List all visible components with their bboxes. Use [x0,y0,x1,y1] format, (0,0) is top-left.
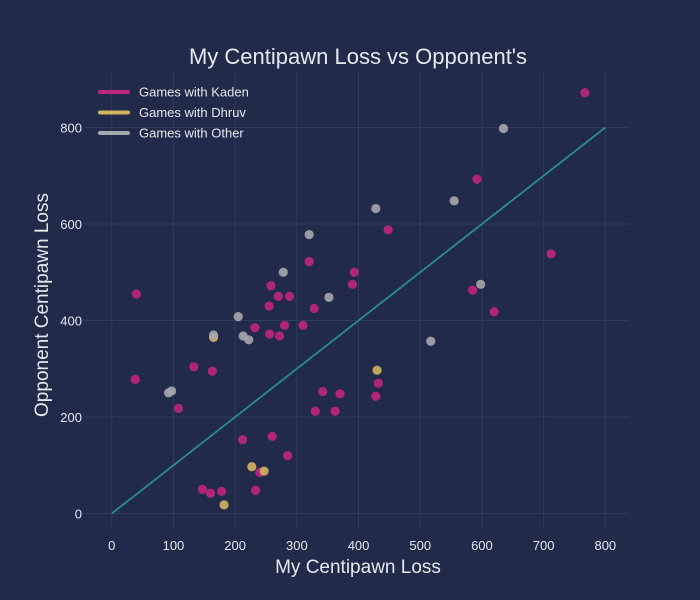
y-tick-label: 0 [75,507,82,522]
reference-line [111,126,606,515]
data-point [476,279,486,289]
data-point [131,289,142,299]
data-point [580,88,590,98]
legend-label: Games with Kaden [139,85,249,100]
data-point [278,267,288,277]
y-tick-labels: 0 200 400 600 800 [60,120,82,521]
data-point [189,362,199,372]
data-point [304,257,314,267]
data-point [205,488,216,498]
data-point [324,292,334,302]
legend: Games with Kaden Games with Dhruv Games wi… [98,85,249,141]
x-tick-label: 0 [108,538,115,553]
data-point [197,484,208,494]
data-point [219,500,229,510]
x-tick-label: 700 [533,538,555,553]
data-point [237,435,248,445]
y-tick-label: 400 [60,314,82,329]
data-point [372,365,382,375]
data-point [304,230,314,240]
data-point [274,331,285,341]
data-point [371,203,381,214]
legend-label: Games with Other [139,126,244,141]
data-point [233,312,243,322]
data-point [173,403,183,413]
x-tick-label: 200 [224,538,246,553]
data-point [259,466,269,476]
x-axis-label: My Centipawn Loss [275,557,441,578]
data-points [130,88,590,510]
data-point [383,225,393,235]
legend-label: Games with Dhruv [139,105,246,120]
data-point [250,323,260,333]
data-point [279,320,290,330]
data-point [335,389,345,399]
data-point [247,462,257,472]
data-point [267,431,277,441]
data-point [244,335,254,345]
data-point [273,291,283,301]
data-point [265,329,275,339]
data-point [468,285,478,295]
data-point [371,391,381,401]
data-point [167,386,177,396]
data-point [282,451,293,461]
data-point [284,291,295,301]
x-tick-label: 800 [594,538,616,553]
x-tick-label: 400 [348,538,370,553]
series-3 [163,123,509,398]
data-point [266,281,276,291]
data-point [309,303,319,314]
y-axis-label: Opponent Centipawn Loss [32,193,53,417]
x-tick-label: 300 [286,538,308,553]
data-point [373,378,383,388]
data-point [472,174,482,184]
y-tick-label: 600 [60,217,82,232]
x-tick-label: 600 [471,538,493,553]
y-tick-label: 800 [60,120,82,135]
x-tick-labels: 0 100 200 300 400 500 600 700 800 [108,538,616,553]
data-point [208,330,219,340]
data-point [498,123,509,134]
x-tick-label: 100 [163,538,185,553]
data-point [449,196,459,206]
y-tick-label: 200 [60,410,82,425]
data-point [349,267,359,277]
data-point [250,485,261,495]
x-tick-label: 500 [409,538,431,553]
data-point [310,406,320,416]
data-point [298,320,308,330]
data-point [264,301,274,311]
data-point [546,249,556,259]
data-point [216,486,227,496]
data-point [347,279,357,289]
chart-title: My Centipawn Loss vs Opponent's [189,44,527,69]
data-point [318,386,328,397]
series-1 [130,88,590,498]
data-point [330,406,340,416]
grid [84,72,630,528]
data-point [489,307,499,317]
data-point [207,366,217,376]
data-point [426,336,436,346]
data-point [130,374,140,384]
